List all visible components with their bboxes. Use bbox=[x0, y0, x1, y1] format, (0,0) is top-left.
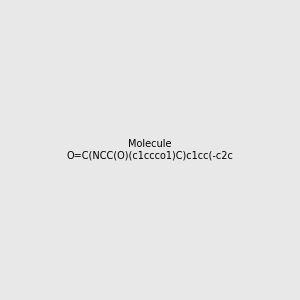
Text: Molecule
O=C(NCC(O)(c1ccco1)C)c1cc(-c2c: Molecule O=C(NCC(O)(c1ccco1)C)c1cc(-c2c bbox=[67, 139, 233, 161]
